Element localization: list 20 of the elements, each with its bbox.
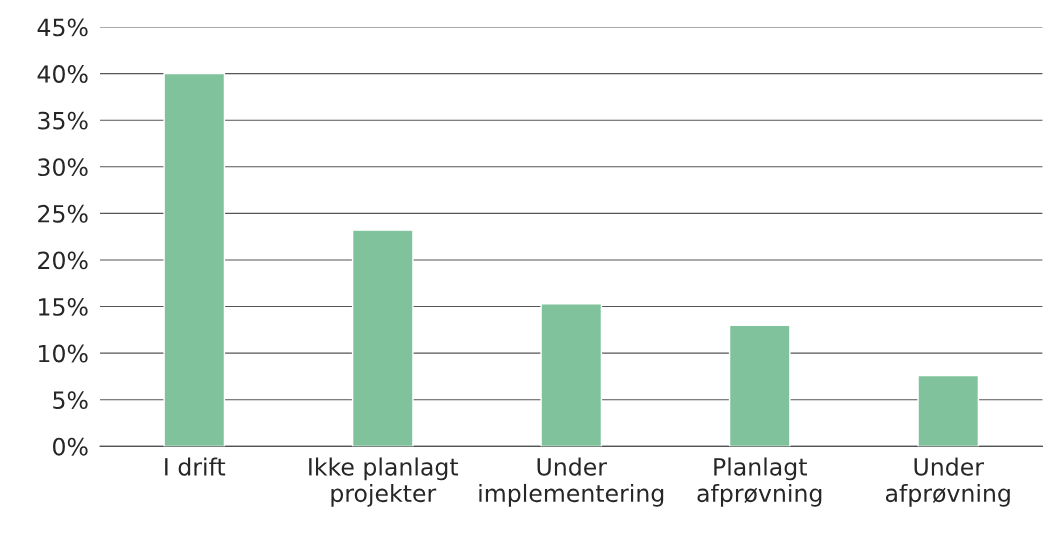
- bar: [728, 324, 791, 447]
- bar: [351, 229, 414, 447]
- bar: [163, 72, 226, 447]
- bar: [540, 303, 603, 447]
- x-tick-label: Under implementering: [479, 457, 664, 507]
- y-tick-label: 20%: [38, 251, 88, 270]
- y-tick-label: 45%: [37, 18, 88, 37]
- y-tick-label: 5%: [53, 391, 88, 410]
- x-tick-label: Planlagt afprøvning: [697, 457, 822, 507]
- y-tick-label: 40%: [37, 65, 88, 83]
- x-tick-label: I drift: [165, 457, 226, 476]
- x-tick-label: Under afprøvning: [885, 457, 1010, 507]
- y-tick-label: 30%: [38, 158, 88, 177]
- y-tick-label: 35%: [38, 111, 88, 130]
- y-tick-label: 15%: [39, 298, 88, 316]
- y-tick-label: 25%: [38, 204, 88, 223]
- bar: [917, 374, 980, 447]
- y-tick-label: 10%: [39, 344, 88, 363]
- x-tick-label: Ikke planlagt projekter: [309, 457, 459, 507]
- y-tick-label: 0%: [53, 437, 88, 456]
